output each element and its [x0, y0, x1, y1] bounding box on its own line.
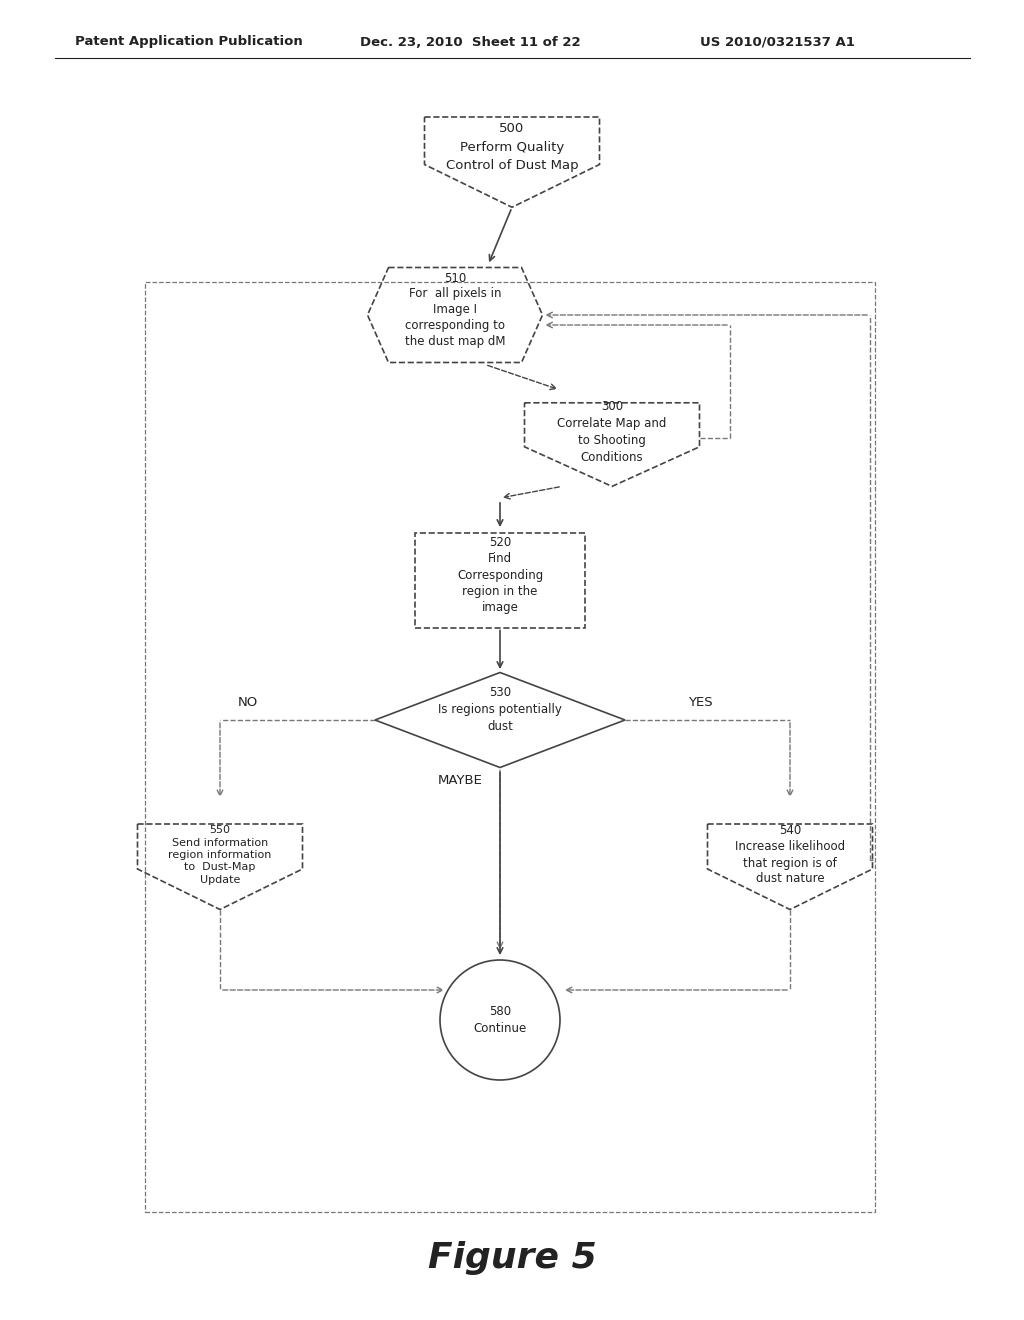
Text: Patent Application Publication: Patent Application Publication	[75, 36, 303, 49]
Text: 300
Correlate Map and
to Shooting
Conditions: 300 Correlate Map and to Shooting Condit…	[557, 400, 667, 465]
Text: 510
For  all pixels in
Image I
corresponding to
the dust map dM: 510 For all pixels in Image I correspond…	[404, 272, 505, 348]
Text: US 2010/0321537 A1: US 2010/0321537 A1	[700, 36, 855, 49]
Text: 520
Find
Corresponding
region in the
image: 520 Find Corresponding region in the ima…	[457, 536, 543, 614]
Text: Dec. 23, 2010  Sheet 11 of 22: Dec. 23, 2010 Sheet 11 of 22	[360, 36, 581, 49]
Text: NO: NO	[238, 696, 258, 709]
Text: Figure 5: Figure 5	[428, 1241, 596, 1275]
Text: 550
Send information
region information
to  Dust-Map
Update: 550 Send information region information …	[168, 825, 271, 884]
Text: MAYBE: MAYBE	[437, 774, 482, 787]
Text: 540
Increase likelihood
that region is of
dust nature: 540 Increase likelihood that region is o…	[735, 825, 845, 886]
Text: YES: YES	[688, 696, 713, 709]
Text: 500
Perform Quality
Control of Dust Map: 500 Perform Quality Control of Dust Map	[445, 123, 579, 172]
Text: 580
Continue: 580 Continue	[473, 1005, 526, 1035]
Text: 530
Is regions potentially
dust: 530 Is regions potentially dust	[438, 686, 562, 734]
